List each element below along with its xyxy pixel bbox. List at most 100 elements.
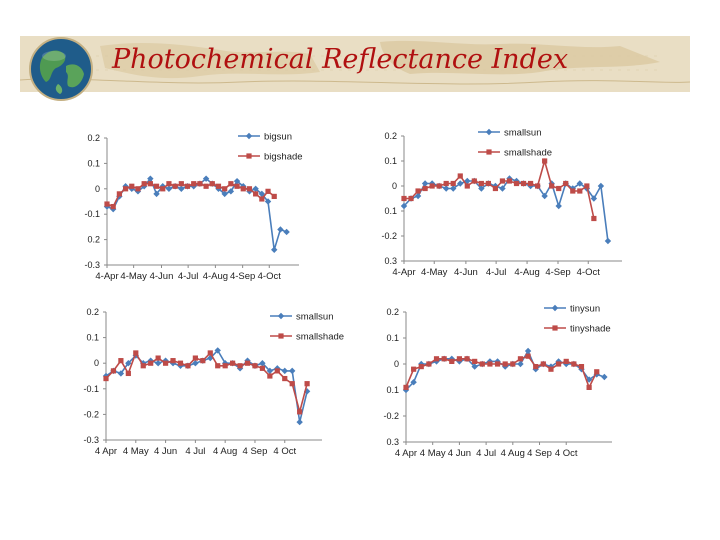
chart-smallsun-smallshade-b: 0.2 0.1 0 -0.1 -0.2 -0.34 Apr 4 May 4 Jun 4 Jul 4… (83, 307, 344, 457)
data-point-bigshade (147, 181, 153, 187)
data-point-bigshade (129, 183, 135, 189)
x-tick-label: 4 Aug (501, 448, 525, 459)
data-point-smallshade (155, 355, 161, 361)
page-title: Photochemical Reflectance Index (112, 44, 569, 75)
data-point-smallshade (401, 195, 407, 202)
data-point-tinyshade (548, 366, 554, 372)
legend-entry-tinysun: tinysun (544, 304, 600, 315)
series-line-smallshade (105, 351, 308, 415)
x-tick-label: 4-Apr (392, 267, 415, 278)
data-point-smallshade (237, 363, 243, 369)
data-point-smallshade (471, 178, 477, 184)
legend-entry-smallshade: smallshade (478, 148, 552, 159)
data-point-bigshade (215, 183, 222, 189)
y-tick-label: 0 (394, 359, 399, 369)
data-point-smallshade (563, 180, 569, 187)
data-point-smallshade (125, 370, 131, 377)
y-tick-label: 0.3 (384, 256, 397, 266)
data-point-smallsun (266, 367, 274, 375)
data-point-bigshade (203, 183, 209, 189)
data-point-smallshade (230, 360, 236, 366)
y-tick-label: 0 (392, 181, 397, 191)
data-point-smallshade (591, 215, 597, 222)
data-point-smallshade (464, 183, 470, 189)
legend-marker (486, 149, 492, 155)
data-point-bigshade (240, 186, 246, 192)
data-point-smallshade (513, 180, 520, 187)
data-point-smallshade (110, 368, 117, 374)
data-point-tinyshade (502, 361, 508, 367)
data-point-smallshade (252, 363, 258, 369)
data-point-bigshade (178, 181, 184, 187)
data-point-smallshade (200, 358, 206, 364)
data-point-tinysun (517, 360, 524, 368)
data-point-smallshade (207, 350, 213, 356)
data-point-bigsun (233, 177, 241, 185)
data-point-bigsun (221, 190, 228, 198)
y-tick-label: 0.1 (87, 158, 100, 168)
x-tick-label: 4 Oct (273, 446, 296, 457)
data-point-bigshade (246, 186, 253, 192)
y-tick-label: -0.1 (83, 384, 99, 394)
data-point-bigshade (234, 183, 240, 189)
chart-tinysun-tinyshade: 0.2 0.1 0 0.1 -0.2 0.34 Apr 4 May 4 Jun 4 Jul 4 A… (383, 304, 612, 459)
data-point-bigsun (227, 188, 235, 195)
chart-bigsun-bigshade: 0.2 0.1 0 -0.1 0.2 -0.34-Apr 4-May 4-Jun 4-Jul 4-… (84, 132, 302, 283)
data-point-smallshade (215, 363, 221, 369)
data-point-tinyshade (494, 361, 501, 367)
data-point-smallshade (584, 183, 590, 189)
y-tick-label: -0.2 (381, 231, 397, 241)
data-point-bigshade (209, 181, 215, 187)
data-point-smallshade (170, 358, 176, 364)
x-tick-label: 4-Jul (178, 271, 199, 282)
series-line-smallshade (404, 158, 595, 219)
data-point-smallshade (118, 358, 124, 364)
data-point-tinyshade (426, 361, 432, 367)
x-tick-label: 4 Jul (185, 446, 205, 457)
data-point-tinyshade (449, 358, 455, 364)
legend-label: smallsun (296, 312, 334, 323)
data-point-smallshade (408, 195, 414, 202)
y-tick-label: -0.1 (84, 209, 100, 219)
x-tick-label: 4-Jun (454, 267, 478, 278)
data-point-smallshade (485, 180, 491, 187)
data-point-smallshade (192, 355, 198, 361)
data-point-smallshade (436, 183, 442, 189)
legend-marker (552, 325, 558, 331)
data-point-bigshade (197, 181, 203, 187)
legend-label: smallshade (296, 332, 344, 343)
data-point-bigshade (184, 183, 191, 189)
y-tick-label: 0.1 (386, 333, 399, 343)
legend-marker (246, 153, 252, 159)
data-point-tinyshade (563, 358, 569, 364)
data-point-smallshade (457, 173, 463, 179)
data-point-tinysun (524, 347, 532, 355)
data-point-smallshade (450, 180, 456, 187)
legend-label: smallshade (504, 148, 552, 159)
x-tick-label: 4 Jun (448, 448, 471, 459)
data-point-tinyshade (479, 361, 485, 367)
data-point-smallshade (429, 183, 435, 189)
data-point-bigsun (202, 175, 210, 182)
data-point-bigsun (178, 185, 185, 192)
y-tick-label: 0.2 (86, 307, 99, 317)
x-tick-label: 4 May (123, 446, 149, 457)
data-point-tinyshade (472, 358, 478, 364)
data-point-smallshade (282, 375, 288, 382)
data-point-smallsun (590, 195, 598, 202)
chart-smallsun-smallshade-a: 0.2 0.1 0 0.1 -0.2 0.34-Apr 4-May 4-Jun 4-Jul 4-A… (381, 128, 622, 278)
x-tick-label: 4-Aug (203, 271, 228, 282)
x-tick-label: 4 Aug (213, 446, 237, 457)
data-point-tinyshade (586, 384, 592, 390)
data-point-bigshade (116, 191, 122, 197)
data-point-bigshade (104, 201, 110, 207)
data-point-smallsun (478, 185, 485, 192)
y-tick-label: -0.2 (83, 409, 99, 419)
data-point-bigshade (153, 183, 160, 189)
x-tick-label: 4 Jul (476, 448, 496, 459)
x-tick-label: 4-May (120, 271, 147, 282)
y-tick-label: 0.1 (384, 156, 397, 166)
legend-entry-smallsun: smallsun (270, 312, 334, 323)
data-point-smallshade (162, 360, 169, 366)
data-point-bigsun (283, 228, 290, 236)
